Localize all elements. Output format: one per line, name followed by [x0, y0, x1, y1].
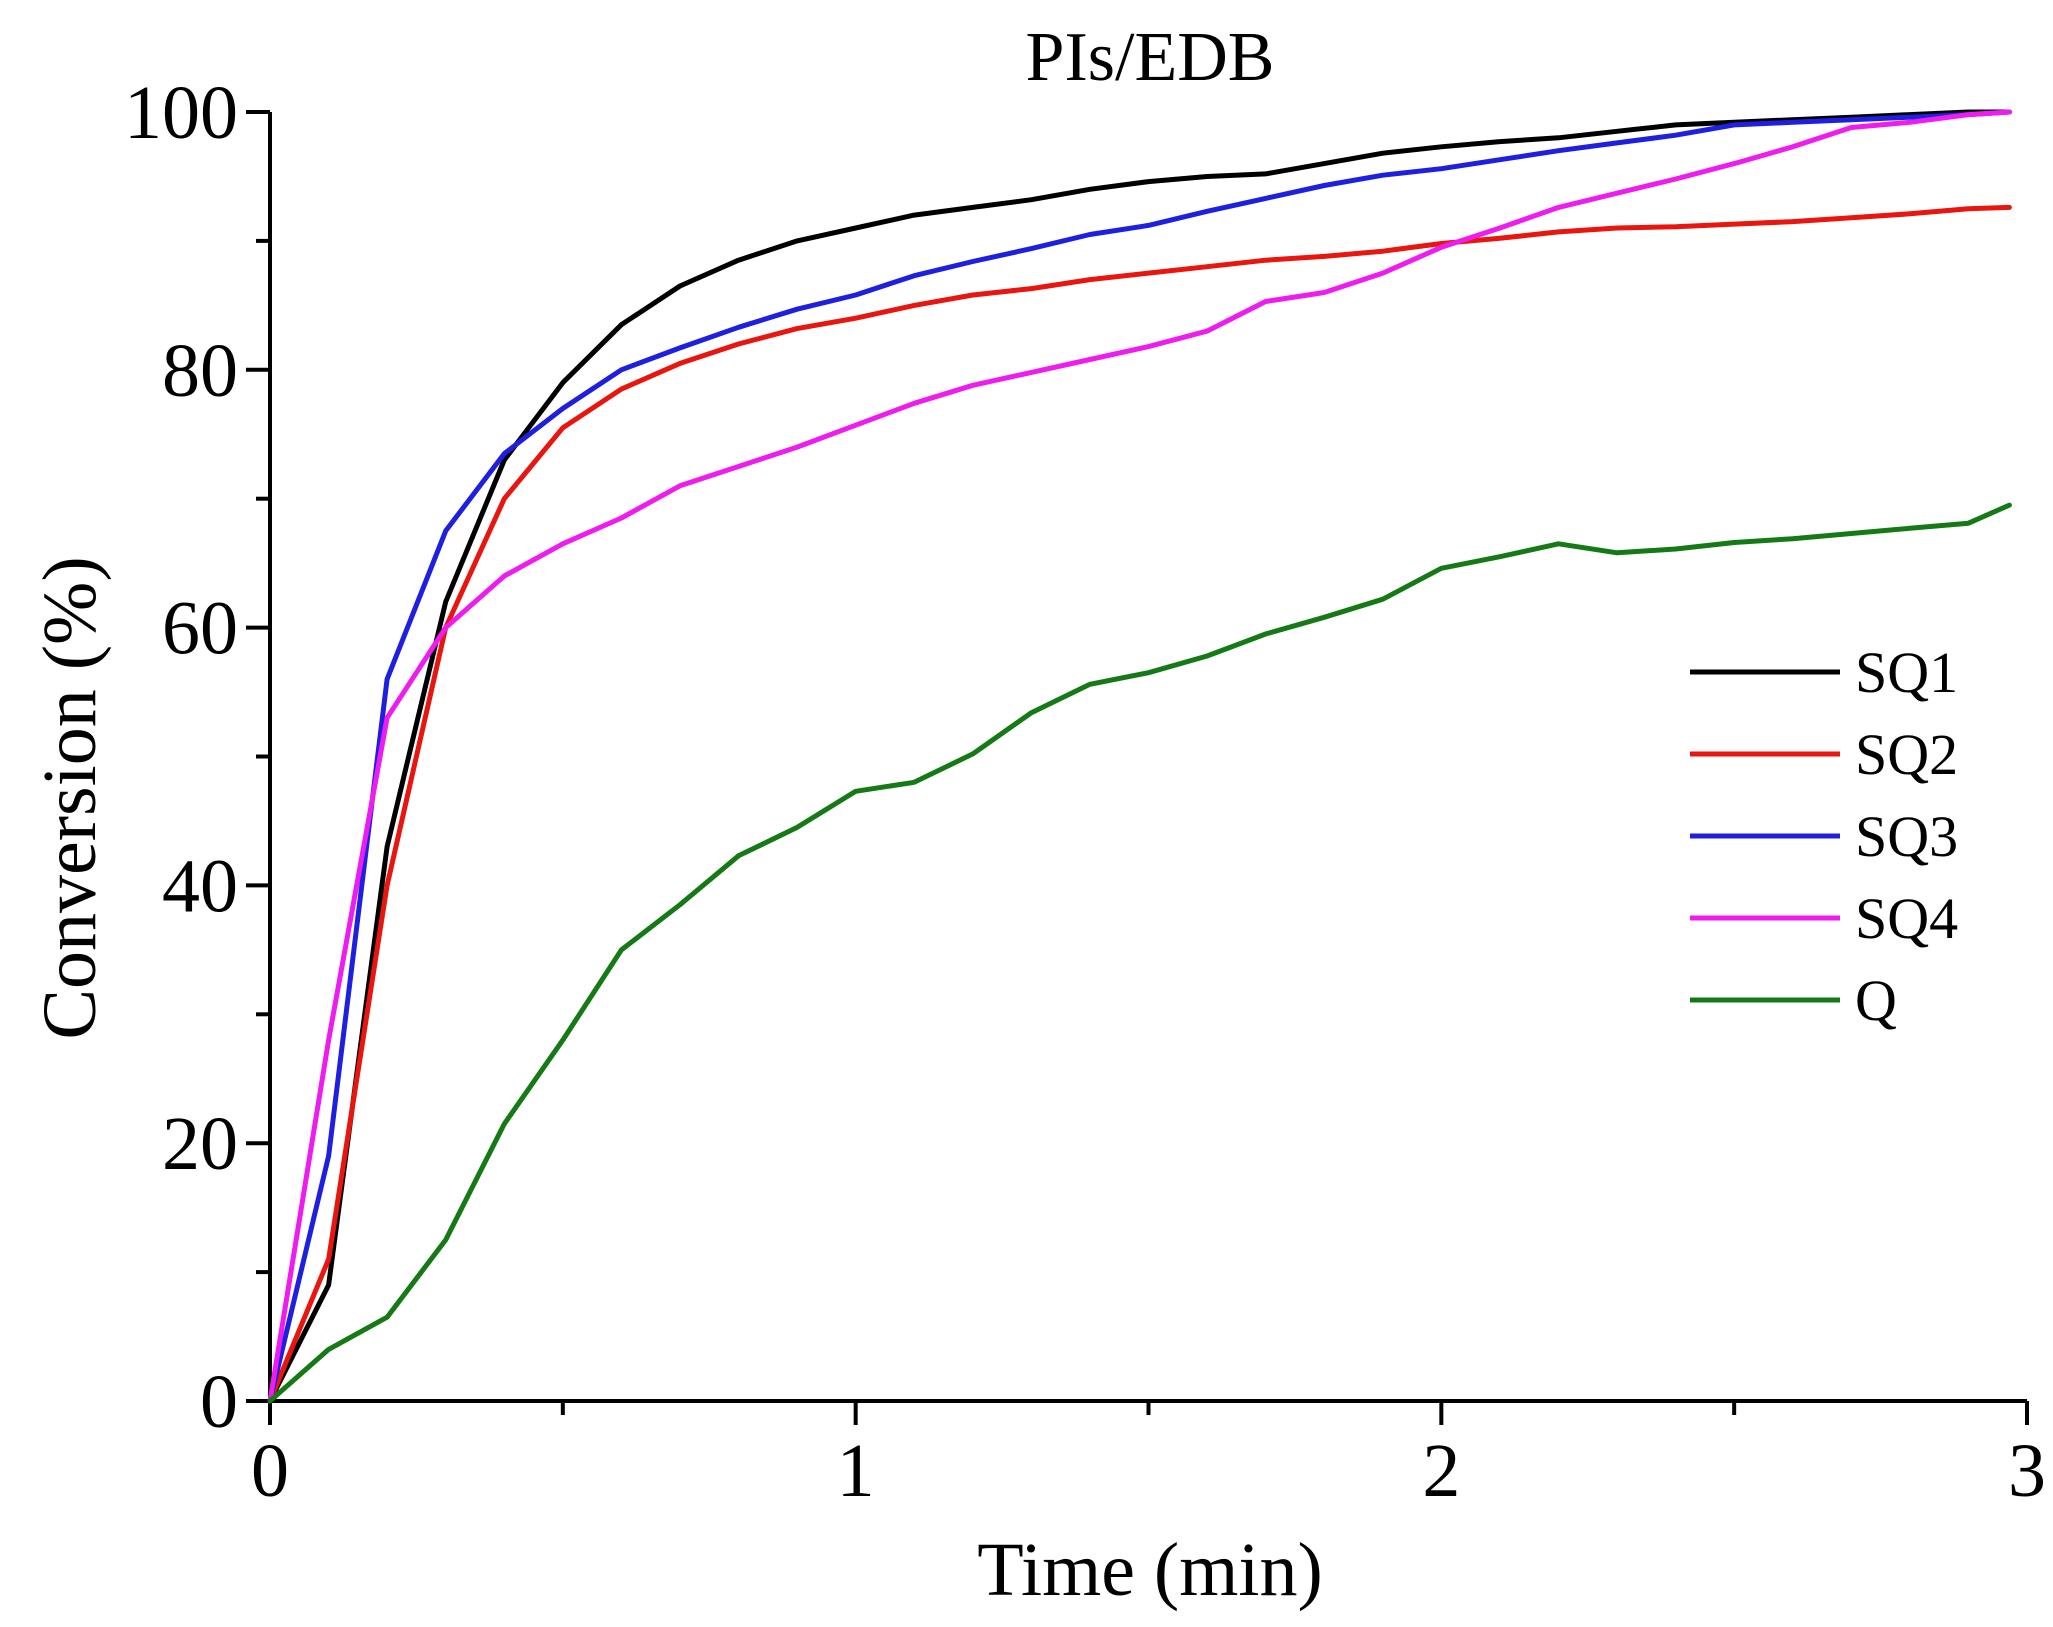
legend-label-sq2: SQ2 [1855, 722, 1958, 787]
series-layer [267, 109, 2012, 1404]
series-line-sq3 [267, 109, 2012, 1404]
y-tick-label: 0 [200, 1360, 238, 1444]
x-tick-label: 3 [2008, 1429, 2046, 1513]
axes: 0 1 2 3 0 20 40 60 80 100 [124, 71, 2046, 1513]
series-line-sq2 [267, 204, 2012, 1404]
x-tick-label: 2 [1422, 1429, 1460, 1513]
y-tick-label: 20 [162, 1102, 238, 1186]
y-tick-label: 100 [124, 71, 238, 155]
y-tick-label: 80 [162, 329, 238, 413]
legend: SQ1 SQ2 SQ3 SQ4 Q [1690, 640, 1958, 1033]
x-axis-title: Time (min) [977, 1528, 1323, 1612]
x-tick-label: 1 [837, 1429, 875, 1513]
legend-label-sq4: SQ4 [1855, 886, 1958, 951]
chart-title: PIs/EDB [1026, 19, 1275, 96]
legend-label-sq1: SQ1 [1855, 640, 1958, 705]
legend-label-sq3: SQ3 [1855, 804, 1958, 869]
series-line-sq4 [267, 109, 2012, 1404]
y-tick-label: 60 [162, 587, 238, 671]
legend-label-q: Q [1855, 968, 1897, 1033]
series-line-sq1 [267, 109, 2012, 1404]
y-tick-label: 40 [162, 844, 238, 928]
series-line-q [267, 502, 2012, 1404]
y-axis-title: Conversion (%) [28, 556, 112, 1039]
x-tick-label: 0 [251, 1429, 289, 1513]
